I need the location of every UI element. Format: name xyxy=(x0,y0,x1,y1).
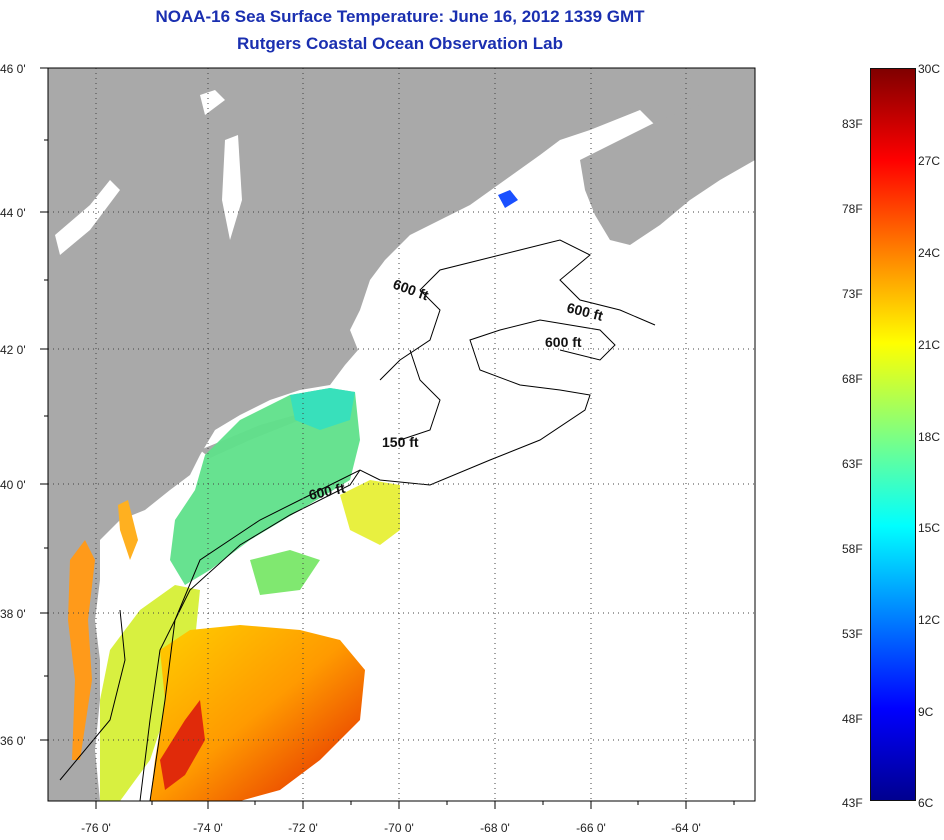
sst-warm-water xyxy=(150,625,365,801)
colorbar-c-label: 6C xyxy=(918,796,934,810)
contour-label: 600 ft xyxy=(545,334,582,350)
colorbar-c-label: 18C xyxy=(918,430,941,444)
lon-label: -72 0' xyxy=(288,821,318,835)
land-nova-scotia xyxy=(580,105,755,245)
tick-marks xyxy=(40,67,735,809)
graticule xyxy=(48,68,755,801)
lat-label: 46 0' xyxy=(0,62,26,76)
lake xyxy=(55,180,120,255)
lon-label: -74 0' xyxy=(193,821,223,835)
colorbar-c-label: 24C xyxy=(918,246,941,260)
chesapeake-bay xyxy=(68,540,95,760)
sst-maine-blue xyxy=(498,190,518,208)
lon-label: -68 0' xyxy=(480,821,510,835)
land-mainland xyxy=(48,68,755,801)
colorbar-f-label: 78F xyxy=(842,202,863,216)
bathymetry-contours xyxy=(59,239,656,801)
sst-warm-core xyxy=(160,700,205,790)
map-subtitle: Rutgers Coastal Ocean Observation Lab xyxy=(237,34,563,53)
colorbar-f-label: 48F xyxy=(842,712,863,726)
sst-patch-yellow xyxy=(340,480,400,545)
colorbar-c-label: 30C xyxy=(918,62,941,76)
colorbar-c-label: 15C xyxy=(918,521,941,535)
colorbar-f-label: 58F xyxy=(842,542,863,556)
colorbar-f-label: 53F xyxy=(842,627,863,641)
map-frame xyxy=(47,67,756,802)
lat-label: 42 0' xyxy=(0,343,26,357)
lat-label: 38 0' xyxy=(0,607,26,621)
contour-label: 150 ft xyxy=(382,434,419,450)
colorbar-c-label: 12C xyxy=(918,613,941,627)
contour-label: 600 ft xyxy=(307,480,346,503)
map-title: NOAA-16 Sea Surface Temperature: June 16… xyxy=(155,7,645,26)
colorbar-f-label: 43F xyxy=(842,796,863,810)
colorbar-c-label: 21C xyxy=(918,338,941,352)
delaware-bay xyxy=(118,500,138,560)
colorbar-f-label: 83F xyxy=(842,117,863,131)
sst-shelf-cool xyxy=(170,388,360,585)
lon-label: -76 0' xyxy=(81,821,111,835)
lake xyxy=(200,90,225,115)
lon-label: -70 0' xyxy=(384,821,414,835)
temperature-colorbar xyxy=(870,68,916,801)
colorbar-c-label: 27C xyxy=(918,154,941,168)
lat-label: 36 0' xyxy=(0,734,26,748)
sst-shelf-yellow xyxy=(100,585,200,801)
colorbar-f-label: 68F xyxy=(842,372,863,386)
colorbar-f-label: 73F xyxy=(842,287,863,301)
sst-shelf-cyan xyxy=(290,388,355,430)
colorbar-f-label: 63F xyxy=(842,457,863,471)
lat-label: 40 0' xyxy=(0,478,26,492)
colorbar-c-label: 9C xyxy=(918,705,934,719)
lake xyxy=(222,135,242,240)
lon-label: -64 0' xyxy=(671,821,701,835)
lon-label: -66 0' xyxy=(576,821,606,835)
lat-label: 44 0' xyxy=(0,206,26,220)
